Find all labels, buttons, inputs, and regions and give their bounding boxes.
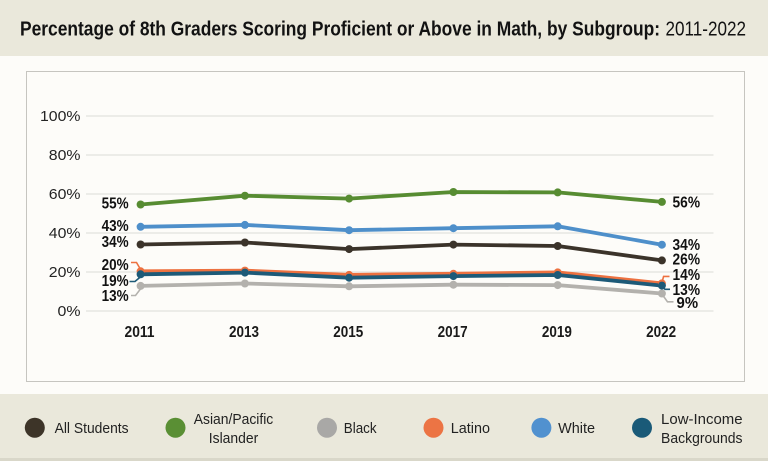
- svg-text:80%: 80%: [49, 147, 81, 164]
- svg-text:20%: 20%: [102, 257, 129, 274]
- svg-text:Islander: Islander: [209, 430, 259, 447]
- svg-text:43%: 43%: [102, 218, 129, 235]
- svg-text:34%: 34%: [102, 234, 129, 251]
- svg-text:Black: Black: [344, 420, 377, 437]
- svg-text:13%: 13%: [673, 282, 701, 299]
- svg-text:2011: 2011: [125, 324, 155, 341]
- svg-text:Latino: Latino: [451, 420, 490, 437]
- svg-text:2022: 2022: [646, 324, 676, 341]
- svg-text:13%: 13%: [102, 288, 129, 305]
- svg-text:34%: 34%: [673, 237, 701, 254]
- svg-text:2019: 2019: [542, 324, 572, 341]
- svg-text:Backgrounds: Backgrounds: [661, 430, 743, 447]
- svg-text:56%: 56%: [673, 194, 701, 211]
- svg-text:40%: 40%: [49, 225, 81, 242]
- svg-text:Asian/Pacific: Asian/Pacific: [194, 411, 274, 428]
- svg-text:9%: 9%: [677, 295, 699, 312]
- svg-text:All Students: All Students: [55, 420, 129, 437]
- svg-text:0%: 0%: [58, 303, 81, 320]
- svg-text:14%: 14%: [673, 267, 701, 284]
- svg-text:26%: 26%: [673, 251, 701, 268]
- svg-text:2015: 2015: [333, 324, 363, 341]
- svg-text:Percentage of 8th Graders Scor: Percentage of 8th Graders Scoring Profic…: [20, 19, 660, 41]
- svg-text:2017: 2017: [438, 324, 468, 341]
- svg-text:19%: 19%: [102, 273, 129, 290]
- svg-text:60%: 60%: [49, 186, 81, 203]
- svg-text:55%: 55%: [102, 195, 129, 212]
- svg-text:White: White: [558, 420, 595, 437]
- svg-text:2011-2022: 2011-2022: [666, 19, 747, 41]
- svg-text:100%: 100%: [40, 108, 81, 125]
- svg-text:Low-Income: Low-Income: [661, 411, 743, 428]
- svg-text:2013: 2013: [229, 324, 259, 341]
- svg-text:20%: 20%: [49, 264, 81, 281]
